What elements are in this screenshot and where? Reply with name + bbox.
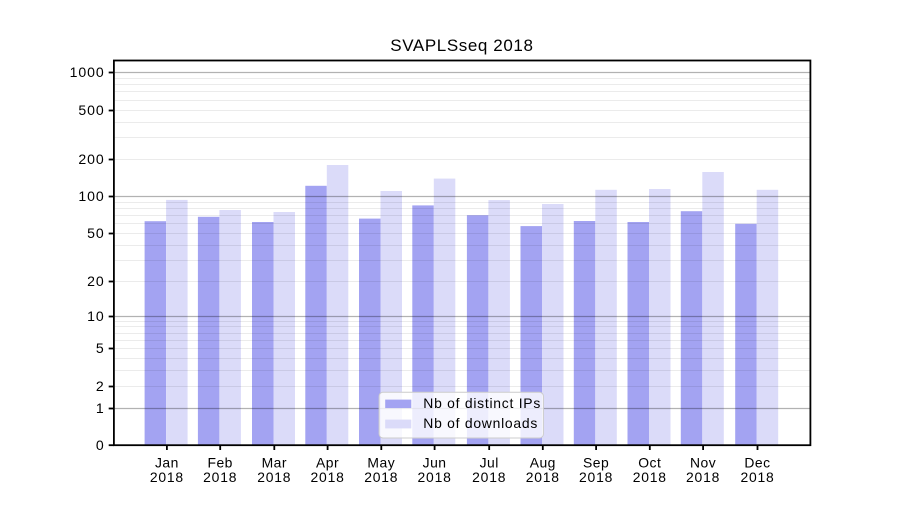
svg-text:500: 500 bbox=[78, 102, 104, 118]
svg-text:Oct: Oct bbox=[638, 454, 661, 470]
svg-text:Apr: Apr bbox=[316, 454, 339, 470]
svg-text:Dec: Dec bbox=[744, 454, 770, 470]
svg-text:10: 10 bbox=[87, 308, 104, 324]
svg-text:May: May bbox=[367, 454, 395, 470]
svg-text:2: 2 bbox=[96, 378, 105, 394]
svg-text:2018: 2018 bbox=[257, 469, 291, 485]
svg-text:20: 20 bbox=[87, 273, 104, 289]
svg-text:Mar: Mar bbox=[262, 454, 287, 470]
svg-text:2018: 2018 bbox=[472, 469, 506, 485]
svg-text:2018: 2018 bbox=[364, 469, 398, 485]
svg-text:1000: 1000 bbox=[70, 64, 105, 80]
svg-text:Jun: Jun bbox=[423, 454, 447, 470]
svg-text:2018: 2018 bbox=[203, 469, 237, 485]
svg-text:Feb: Feb bbox=[207, 454, 232, 470]
svg-text:1: 1 bbox=[96, 400, 105, 416]
svg-text:Aug: Aug bbox=[530, 454, 556, 470]
svg-text:2018: 2018 bbox=[418, 469, 452, 485]
svg-text:Jul: Jul bbox=[480, 454, 499, 470]
svg-text:2018: 2018 bbox=[740, 469, 774, 485]
svg-text:Jan: Jan bbox=[155, 454, 179, 470]
svg-text:2018: 2018 bbox=[311, 469, 345, 485]
svg-text:50: 50 bbox=[87, 225, 104, 241]
svg-text:5: 5 bbox=[96, 340, 105, 356]
svg-text:100: 100 bbox=[78, 188, 104, 204]
svg-text:2018: 2018 bbox=[526, 469, 560, 485]
svg-text:2018: 2018 bbox=[579, 469, 613, 485]
svg-text:Nb of downloads: Nb of downloads bbox=[423, 415, 538, 431]
svg-text:Sep: Sep bbox=[583, 454, 609, 470]
svg-text:2018: 2018 bbox=[633, 469, 667, 485]
svg-text:Nov: Nov bbox=[690, 454, 716, 470]
svg-text:2018: 2018 bbox=[686, 469, 720, 485]
svg-text:Nb of distinct IPs: Nb of distinct IPs bbox=[423, 395, 541, 411]
svg-text:200: 200 bbox=[78, 151, 104, 167]
svg-text:0: 0 bbox=[96, 437, 105, 453]
svg-text:2018: 2018 bbox=[150, 469, 184, 485]
svg-text:SVAPLSseq 2018: SVAPLSseq 2018 bbox=[390, 36, 533, 55]
